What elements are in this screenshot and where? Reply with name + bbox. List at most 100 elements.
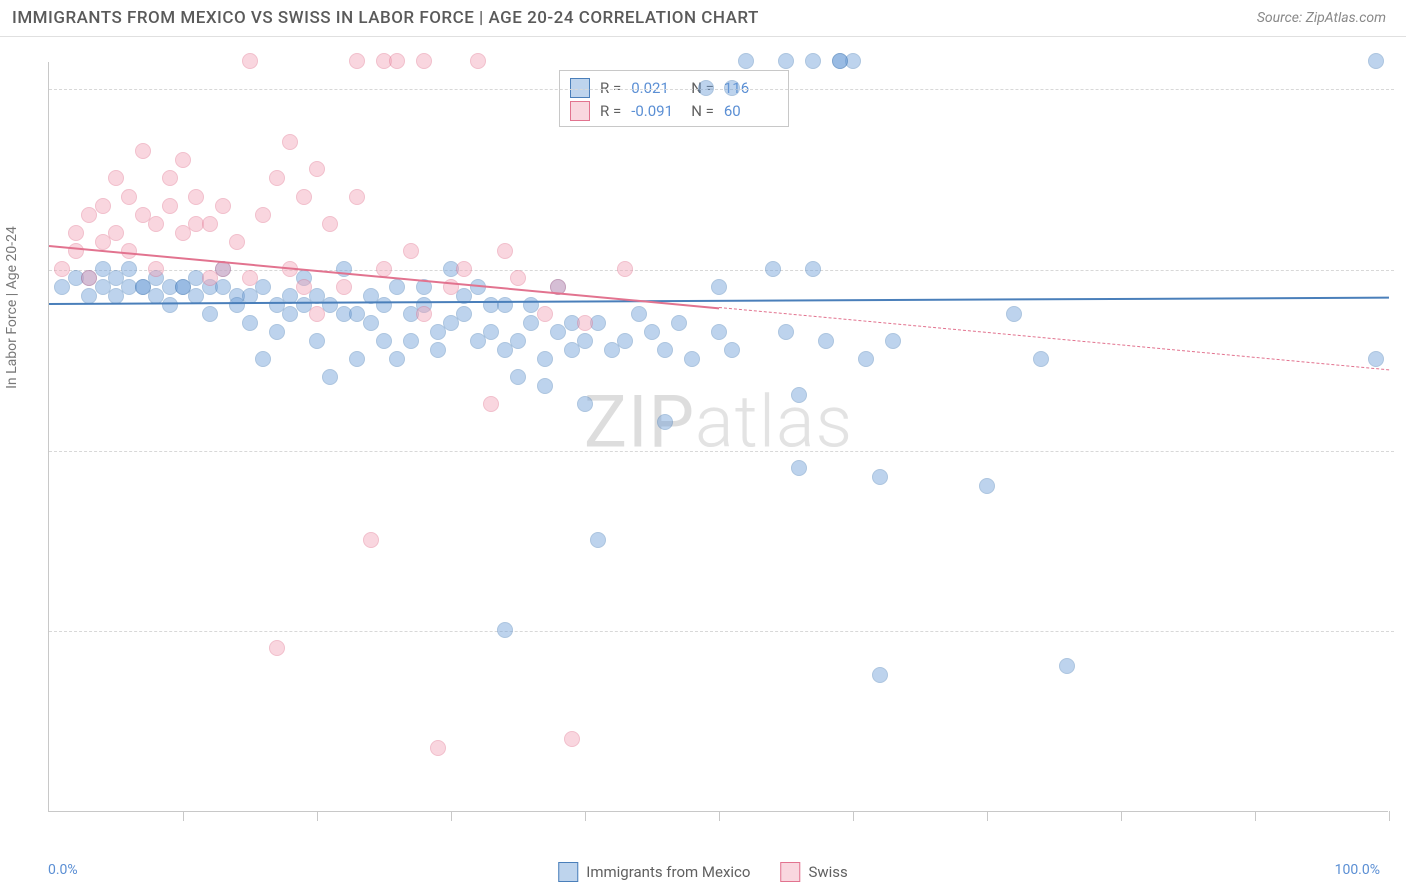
data-point [617, 333, 633, 349]
data-point [363, 532, 379, 548]
x-tick [1389, 811, 1390, 821]
x-tick [987, 811, 988, 821]
data-point [537, 378, 553, 394]
data-point [121, 261, 137, 277]
data-point [657, 342, 673, 358]
data-point [202, 216, 218, 232]
data-point [1368, 351, 1384, 367]
data-point [738, 53, 754, 69]
data-point [309, 161, 325, 177]
gridline [49, 631, 1394, 632]
gridline [49, 89, 1394, 90]
data-point [148, 261, 164, 277]
x-tick [585, 811, 586, 821]
data-point [54, 261, 70, 277]
data-point [430, 342, 446, 358]
data-point [68, 225, 84, 241]
data-point [430, 740, 446, 756]
legend-item-mexico: Immigrants from Mexico [558, 862, 750, 882]
data-point [282, 134, 298, 150]
data-point [389, 351, 405, 367]
data-point [322, 369, 338, 385]
data-point [242, 270, 258, 286]
data-point [778, 324, 794, 340]
data-point [389, 53, 405, 69]
data-point [832, 53, 848, 69]
data-point [269, 324, 285, 340]
data-point [470, 53, 486, 69]
stats-legend: R = 0.021 N = 116 R = -0.091 N = 60 [559, 70, 789, 127]
data-point [778, 53, 794, 69]
legend-item-swiss: Swiss [780, 862, 847, 882]
data-point [162, 170, 178, 186]
data-point [162, 198, 178, 214]
data-point [309, 306, 325, 322]
data-point [242, 315, 258, 331]
data-point [403, 243, 419, 259]
x-tick [719, 811, 720, 821]
data-point [791, 387, 807, 403]
data-point [389, 279, 405, 295]
data-point [363, 315, 379, 331]
data-point [671, 315, 687, 331]
swatch-swiss [570, 101, 590, 121]
data-point [711, 324, 727, 340]
data-point [202, 306, 218, 322]
data-point [872, 667, 888, 683]
data-point [537, 306, 553, 322]
legend-swatch-swiss [780, 862, 800, 882]
data-point [577, 315, 593, 331]
data-point [510, 270, 526, 286]
legend: Immigrants from Mexico Swiss [558, 862, 848, 882]
data-point [121, 189, 137, 205]
gridline [49, 451, 1394, 452]
data-point [416, 53, 432, 69]
x-tick [183, 811, 184, 821]
data-point [765, 261, 781, 277]
data-point [724, 342, 740, 358]
scatter-chart: ZIPatlas R = 0.021 N = 116 R = -0.091 N … [48, 62, 1388, 812]
x-tick [1255, 811, 1256, 821]
r-value-swiss: -0.091 [631, 100, 681, 123]
data-point [242, 53, 258, 69]
data-point [577, 396, 593, 412]
data-point [416, 306, 432, 322]
data-point [510, 333, 526, 349]
x-tick [317, 811, 318, 821]
chart-title: IMMIGRANTS FROM MEXICO VS SWISS IN LABOR… [12, 8, 759, 28]
data-point [1059, 658, 1075, 674]
data-point [684, 351, 700, 367]
data-point [162, 297, 178, 313]
data-point [483, 396, 499, 412]
data-point [349, 351, 365, 367]
data-point [1006, 306, 1022, 322]
x-tick [451, 811, 452, 821]
data-point [296, 189, 312, 205]
data-point [858, 351, 874, 367]
data-point [255, 351, 271, 367]
data-point [537, 351, 553, 367]
data-point [255, 207, 271, 223]
data-point [121, 243, 137, 259]
data-point [510, 369, 526, 385]
data-point [215, 198, 231, 214]
source-label: Source: ZipAtlas.com [1257, 10, 1386, 26]
data-point [349, 53, 365, 69]
x-tick [853, 811, 854, 821]
data-point [188, 189, 204, 205]
data-point [148, 216, 164, 232]
data-point [805, 261, 821, 277]
data-point [979, 478, 995, 494]
data-point [456, 261, 472, 277]
data-point [229, 234, 245, 250]
data-point [255, 279, 271, 295]
data-point [872, 469, 888, 485]
data-point [631, 306, 647, 322]
data-point [791, 460, 807, 476]
stats-row-swiss: R = -0.091 N = 60 [570, 100, 774, 123]
data-point [456, 306, 472, 322]
data-point [885, 333, 901, 349]
y-axis-label: In Labor Force | Age 20-24 [4, 226, 20, 389]
data-point [269, 170, 285, 186]
data-point [336, 279, 352, 295]
